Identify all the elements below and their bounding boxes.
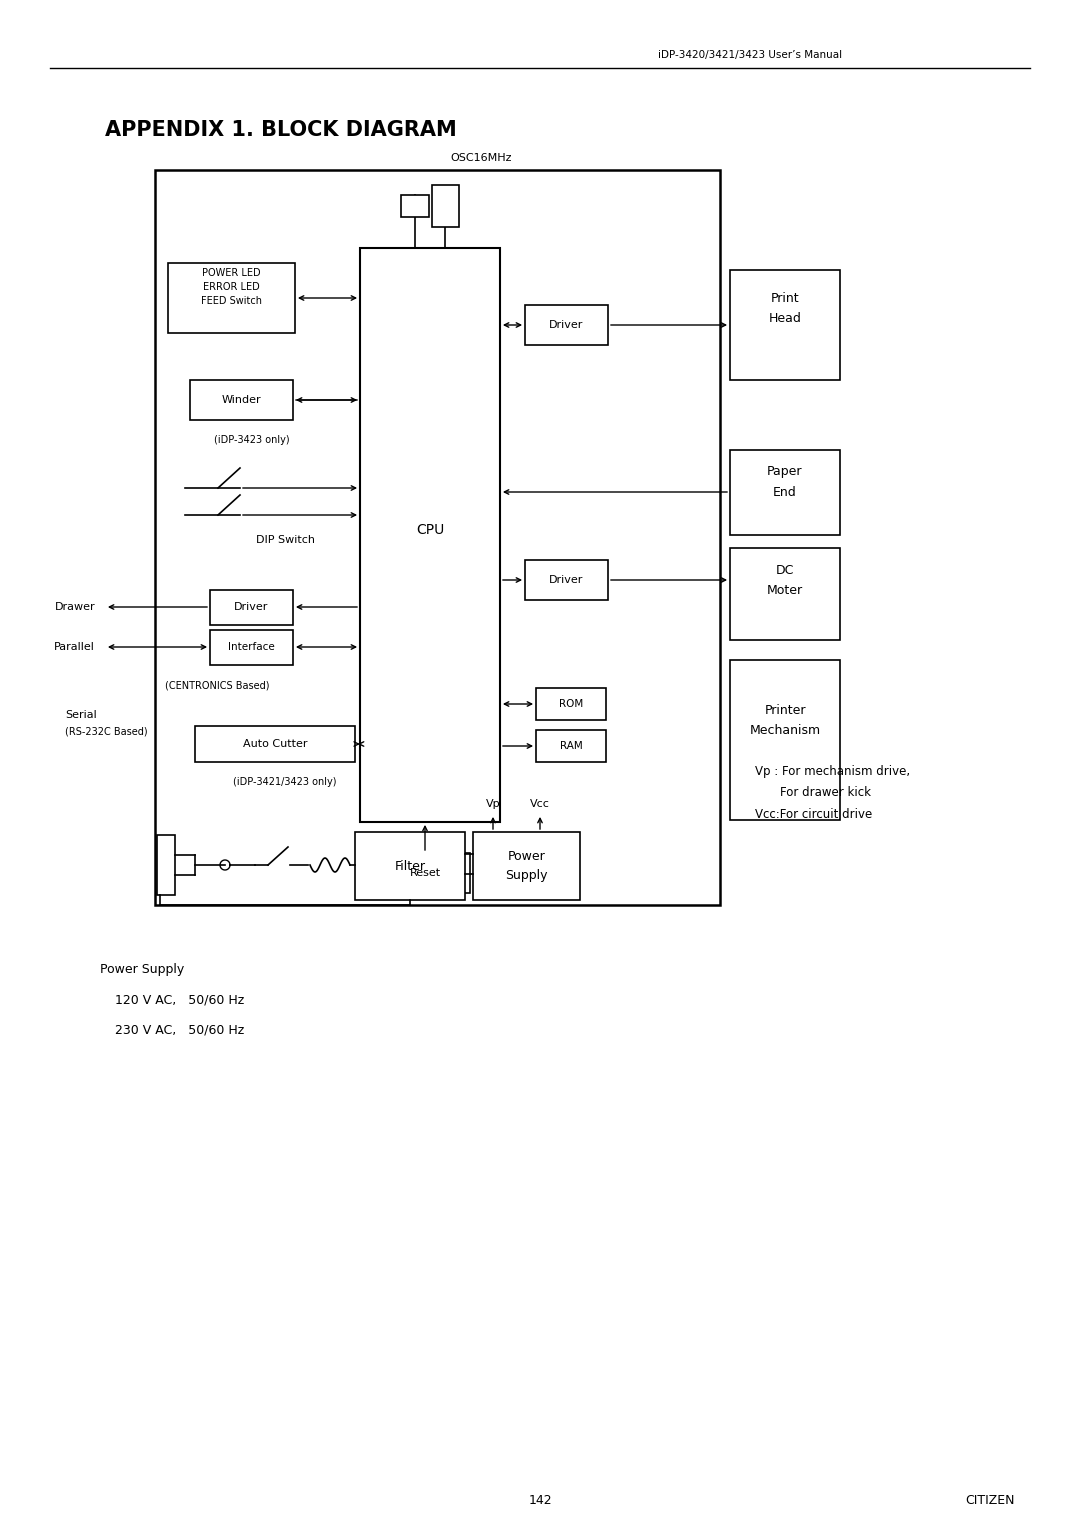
Text: End: End [773,486,797,498]
Bar [525,306,608,345]
Bar [536,730,606,762]
Text: Auto Cutter: Auto Cutter [243,740,307,749]
Bar [210,630,293,665]
Bar [380,853,470,892]
Bar [168,263,295,333]
Bar [156,170,720,905]
Text: OSC16MHz: OSC16MHz [450,153,512,163]
Text: Mechanism: Mechanism [750,723,821,736]
Text: 142: 142 [528,1493,552,1507]
Text: RAM: RAM [559,741,582,750]
Bar [730,451,840,535]
Text: 230 V AC,   50/60 Hz: 230 V AC, 50/60 Hz [114,1024,244,1036]
Text: Moter: Moter [767,584,804,596]
Bar [355,833,465,900]
Text: 120 V AC,   50/60 Hz: 120 V AC, 50/60 Hz [114,993,244,1007]
Text: Vp : For mechanism drive,: Vp : For mechanism drive, [755,766,910,778]
Bar [473,833,580,900]
Bar [536,688,606,720]
Text: Paper: Paper [767,466,802,478]
Bar [210,590,293,625]
Bar [360,248,500,822]
Text: Power Supply: Power Supply [100,964,185,976]
Text: APPENDIX 1. BLOCK DIAGRAM: APPENDIX 1. BLOCK DIAGRAM [105,121,457,141]
Bar [157,834,175,895]
Text: Drawer: Drawer [54,602,95,613]
Bar [432,185,459,228]
Bar [525,559,608,601]
Text: Driver: Driver [550,319,583,330]
Text: Power: Power [508,850,545,862]
Bar [730,660,840,821]
Text: For drawer kick: For drawer kick [780,785,870,799]
Text: Vcc:For circuit drive: Vcc:For circuit drive [755,807,873,821]
Text: Print: Print [771,292,799,304]
Bar [730,270,840,380]
Text: iDP-3420/3421/3423 User’s Manual: iDP-3420/3421/3423 User’s Manual [658,50,842,60]
Text: Supply: Supply [505,869,548,883]
Text: CITIZEN: CITIZEN [966,1493,1015,1507]
Text: DIP Switch: DIP Switch [256,535,314,545]
Bar [730,549,840,640]
Text: Parallel: Parallel [54,642,95,652]
Text: Serial: Serial [65,711,97,720]
Text: (RS-232C Based): (RS-232C Based) [65,727,148,736]
Text: Filter: Filter [394,859,426,872]
Text: ROM: ROM [558,698,583,709]
Text: Vcc: Vcc [530,799,550,808]
Text: CPU: CPU [416,523,444,536]
Text: (iDP-3423 only): (iDP-3423 only) [214,435,289,445]
Text: Driver: Driver [550,575,583,585]
Bar [401,196,429,217]
Text: Head: Head [769,312,801,324]
Text: FEED Switch: FEED Switch [201,296,262,306]
Text: ERROR LED: ERROR LED [203,283,260,292]
Text: (iDP-3421/3423 only): (iDP-3421/3423 only) [233,778,337,787]
Text: Reset: Reset [409,868,441,879]
Bar [190,380,293,420]
Text: (CENTRONICS Based): (CENTRONICS Based) [165,680,270,691]
Text: Interface: Interface [228,642,275,652]
Text: Printer: Printer [765,703,806,717]
Text: Driver: Driver [234,602,269,613]
Text: Vp: Vp [486,799,500,808]
Text: Winder: Winder [221,396,261,405]
Text: POWER LED: POWER LED [202,267,260,278]
Bar [195,726,355,762]
Text: DC: DC [775,564,794,576]
